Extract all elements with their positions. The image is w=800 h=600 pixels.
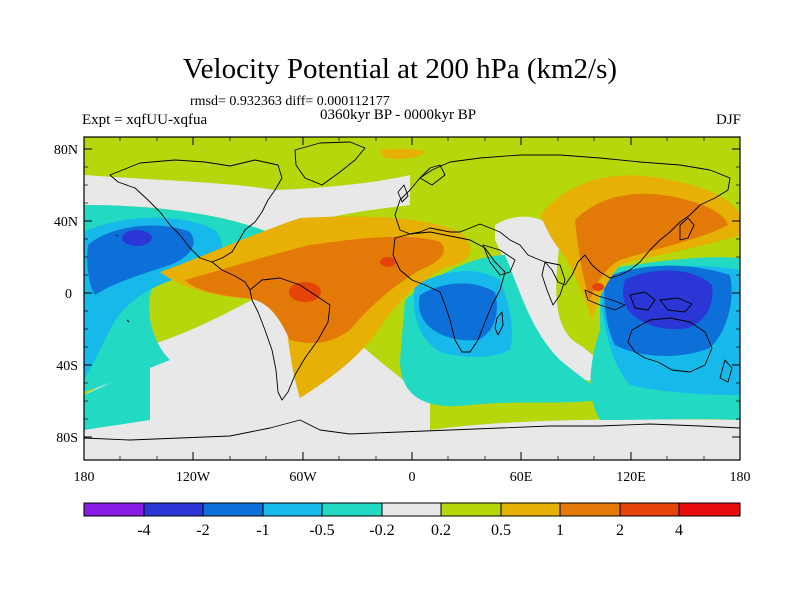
lon-minor-ticks: [119, 137, 705, 460]
lon-label-180w: 180: [74, 470, 95, 485]
stats-text: rmsd= 0.932363 diff= 0.000112177: [190, 94, 390, 109]
colorbar-swatch: [262, 502, 323, 517]
contour-field: [84, 137, 740, 460]
colorbar-label: 0.5: [491, 522, 511, 539]
colorbar-swatch: [559, 502, 621, 517]
colorbar: -4 -2 -1 -0.5 -0.2 0.2 0.5 1 2 4: [83, 502, 741, 539]
lat-label-40s: 40S: [56, 359, 78, 374]
period-label: 0360kyr BP - 0000kyr BP: [320, 107, 477, 123]
lon-label-180e: 180: [730, 470, 751, 485]
colorbar-label: -2: [196, 522, 209, 539]
coastlines: [84, 141, 740, 441]
colorbar-swatch: [202, 502, 264, 517]
colorbar-label: -0.5: [309, 522, 334, 539]
colorbar-swatch: [321, 502, 383, 517]
lon-label-60e: 60E: [510, 470, 533, 485]
lon-label-120e: 120E: [616, 470, 646, 485]
lat-minor-ticks: [84, 166, 740, 420]
colorbar-label: -1: [256, 522, 269, 539]
colorbar-swatch: [381, 502, 442, 517]
colorbar-swatch: [500, 502, 561, 517]
lat-label-80n: 80N: [54, 143, 78, 158]
colorbar-label: 1: [556, 522, 564, 539]
colorbar-label: -0.2: [369, 522, 394, 539]
lat-label-40n: 40N: [54, 215, 78, 230]
lon-label-120w: 120W: [176, 470, 211, 485]
season-label: DJF: [715, 112, 741, 128]
colorbar-label: 2: [616, 522, 624, 539]
lon-label-0: 0: [409, 470, 416, 485]
lon-label-60w: 60W: [289, 470, 317, 485]
lon-ticks: [83, 137, 741, 460]
colorbar-swatch: [440, 502, 502, 517]
lat-label-80s: 80S: [56, 431, 78, 446]
lat-ticks: [84, 148, 740, 438]
lat-label-0: 0: [65, 287, 72, 302]
experiment-label: Expt = xqfUU-xqfua: [82, 112, 208, 128]
colorbar-swatch: [83, 502, 145, 517]
colorbar-label: 4: [675, 522, 683, 539]
colorbar-swatch: [678, 502, 741, 517]
colorbar-swatch: [143, 502, 204, 517]
plot-title: Velocity Potential at 200 hPa (km2/s): [182, 53, 618, 85]
colorbar-label: 0.2: [431, 522, 451, 539]
colorbar-label: -4: [137, 522, 150, 539]
colorbar-swatch: [619, 502, 680, 517]
